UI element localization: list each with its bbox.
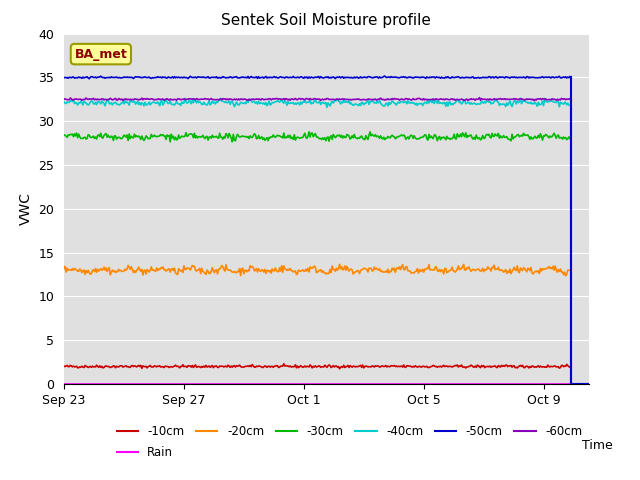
Y-axis label: VWC: VWC bbox=[19, 192, 33, 225]
Legend: Rain: Rain bbox=[112, 442, 178, 464]
Title: Sentek Soil Moisture profile: Sentek Soil Moisture profile bbox=[221, 13, 431, 28]
Text: Time: Time bbox=[582, 439, 613, 452]
Text: BA_met: BA_met bbox=[74, 48, 127, 60]
